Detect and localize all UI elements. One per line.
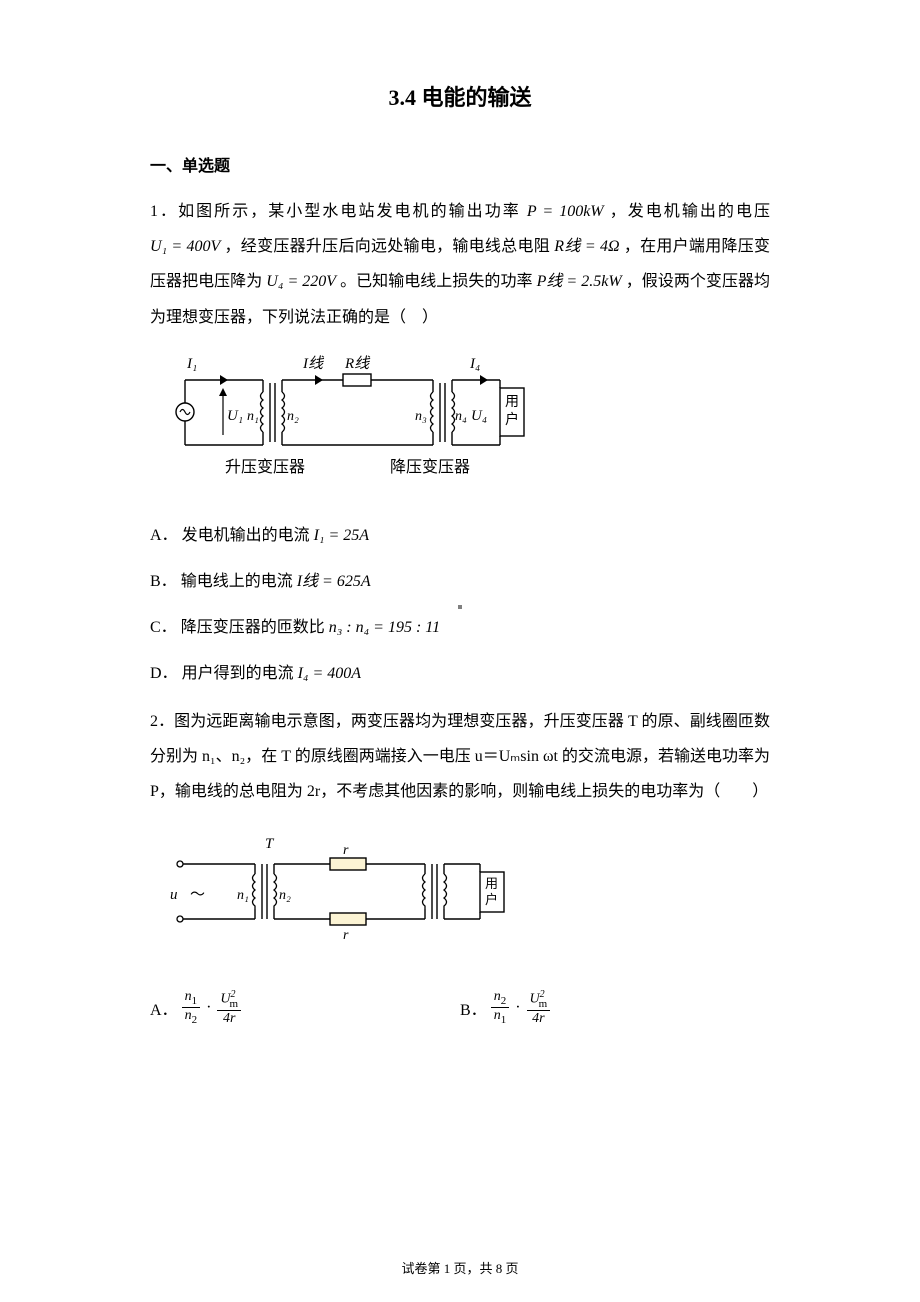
q1-diagram: I₁ U₁ n₁ n₂ I线 R线 — [165, 350, 770, 505]
q1-diag-stepdown: 降压变压器 — [390, 458, 470, 476]
q1-diag-U1: U₁ — [227, 408, 243, 424]
q1-diag-stepup: 升压变压器 — [225, 458, 305, 476]
q2-optB-frac2: U2m 4r — [527, 989, 551, 1026]
q2-diagram: u ～ T n₁ n₂ r r — [165, 824, 770, 959]
q1-diag-n3: n₃ — [415, 409, 427, 424]
q1-formula-P: P = 100kW — [527, 203, 604, 220]
q2-optA-label: A． — [150, 996, 178, 1020]
q1-text-1: 1．如图所示，某小型水电站发电机的输出功率 — [150, 203, 521, 220]
q1-formula-R: R线 = 4Ω — [554, 238, 619, 255]
q2-optA-frac1: n1 n2 — [182, 989, 201, 1026]
q2-diag-user-2: 户 — [485, 892, 498, 907]
q1-option-d: D． 用户得到的电流 I₄ = 400A — [150, 658, 770, 690]
q1-stem: 1．如图所示，某小型水电站发电机的输出功率 P = 100kW ，发电机输出的电… — [150, 194, 770, 335]
section-heading: 一、单选题 — [150, 152, 770, 176]
q2-optB-label: B． — [460, 996, 487, 1020]
q2-diag-u: u — [170, 887, 178, 903]
q1-diag-Iline: I线 — [302, 355, 325, 372]
q1-formula-U1: U₁ = 400V — [150, 238, 220, 255]
q2-optA-frac2: U2m 4r — [217, 989, 241, 1026]
q1-optB-formula: I线 = 625A — [297, 573, 371, 590]
marker-dot — [458, 605, 462, 609]
q2-diag-user-1: 用 — [485, 876, 498, 891]
q2-options-row: A． n1 n2 · U2m 4r B． n2 n1 · U2m 4r — [150, 989, 770, 1026]
q1-option-a: A． 发电机输出的电流 I₁ = 25A — [150, 520, 770, 552]
q1-diag-n2: n₂ — [287, 409, 299, 424]
q1-text-3: ，经变压器升压后向远处输电，输电线总电阻 — [225, 238, 550, 255]
q1-optC-label: C． — [150, 612, 177, 644]
q1-diag-n1: n₁ — [247, 409, 259, 424]
q1-optB-text: 输电线上的电流 — [181, 573, 293, 590]
q1-option-c: C． 降压变压器的匝数比 n₃ : n₄ = 195 : 11 — [150, 612, 770, 644]
q1-diag-I4: I₄ — [469, 356, 480, 372]
q1-optA-text: 发电机输出的电流 — [182, 527, 310, 544]
q1-optA-label: A． — [150, 520, 178, 552]
q1-diag-user-1: 用 — [505, 395, 519, 410]
q1-optA-formula: I₁ = 25A — [314, 527, 369, 544]
q2-diag-tilde: ～ — [190, 887, 205, 903]
q1-optD-formula: I₄ = 400A — [298, 665, 361, 682]
q2-diag-T: T — [265, 836, 275, 852]
q1-diag-I1: I₁ — [186, 356, 197, 372]
q1-optC-text: 降压变压器的匝数比 — [181, 619, 325, 636]
q1-formula-U4: U₄ = 220V — [266, 273, 336, 290]
page-footer: 试卷第 1 页，共 8 页 — [0, 1258, 920, 1277]
q2-diag-n1: n₁ — [237, 888, 249, 903]
q1-option-b: B． 输电线上的电流 I线 = 625A — [150, 566, 770, 598]
q1-text-5: 。已知输电线上损失的功率 — [340, 273, 532, 290]
q1-diag-Rline: R线 — [344, 355, 371, 372]
q2-diag-n2: n₂ — [279, 888, 291, 903]
q1-optB-label: B． — [150, 566, 177, 598]
q2-optB-dot: · — [513, 999, 522, 1016]
page-title: 3.4 电能的输送 — [150, 80, 770, 112]
q2-optA-dot: · — [204, 999, 213, 1016]
q1-diag-user-2: 户 — [505, 411, 519, 428]
q2-diag-r-bot: r — [343, 928, 349, 943]
q1-formula-Ploss: P线 = 2.5kW — [537, 273, 622, 290]
q2-stem: 2．图为远距离输电示意图，两变压器均为理想变压器，升压变压器 T 的原、副线圈匝… — [150, 704, 770, 810]
q1-diag-U4: U₄ — [471, 408, 487, 424]
q1-text-2: ，发电机输出的电压 — [610, 203, 770, 220]
q1-optC-formula: n₃ : n₄ = 195 : 11 — [329, 619, 440, 636]
q2-option-a: A． n1 n2 · U2m 4r — [150, 989, 460, 1026]
q1-optD-label: D． — [150, 658, 178, 690]
q1-diag-n4: n₄ — [455, 409, 467, 424]
q2-option-b: B． n2 n1 · U2m 4r — [460, 989, 770, 1026]
q1-optD-text: 用户得到的电流 — [182, 665, 294, 682]
q2-diag-r-top: r — [343, 843, 349, 858]
q2-optB-frac1: n2 n1 — [491, 989, 510, 1026]
